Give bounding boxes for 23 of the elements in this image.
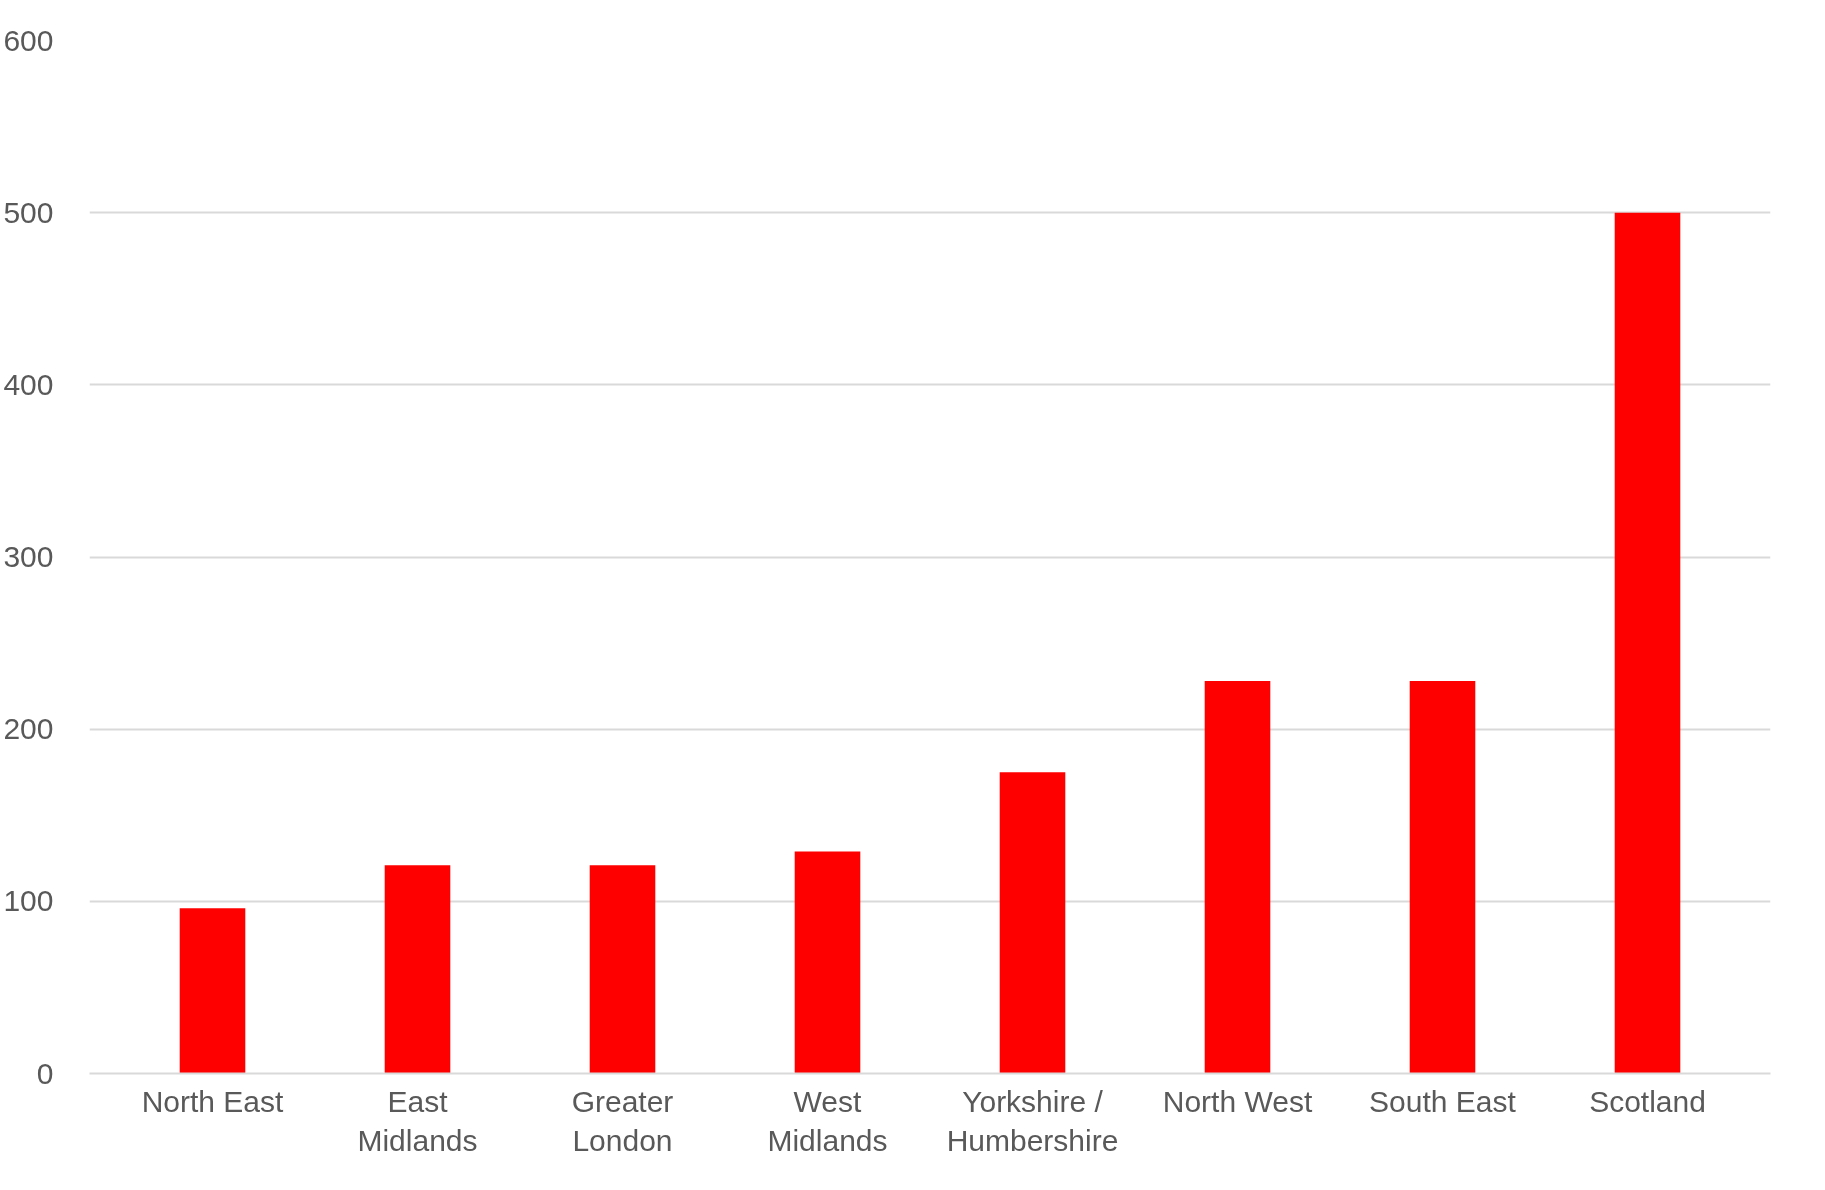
y-tick-label: 100: [3, 884, 54, 918]
x-tick-label: North East: [141, 1084, 285, 1118]
bar: [1409, 680, 1476, 1074]
y-tick-label: 300: [3, 540, 54, 573]
bar: [1614, 212, 1681, 1074]
y-tick-label: 200: [3, 712, 54, 746]
y-tick-label: 600: [3, 23, 54, 57]
x-tick-label: Yorkshire / Humbershire: [946, 1084, 1119, 1158]
bar: [794, 851, 861, 1074]
bar: [179, 908, 246, 1074]
x-tick-label: North West: [1162, 1084, 1313, 1118]
bar: [1204, 680, 1271, 1074]
y-tick-label: 500: [3, 195, 54, 229]
y-tick-label: 400: [3, 367, 54, 401]
x-tick-label: East Midlands: [357, 1084, 478, 1158]
x-tick-label: West Midlands: [767, 1084, 888, 1158]
bar: [999, 772, 1066, 1074]
x-tick-label: South East: [1369, 1084, 1517, 1118]
bar: [384, 865, 451, 1074]
x-tick-label: Greater London: [571, 1084, 674, 1158]
x-tick-label: Scotland: [1589, 1084, 1706, 1118]
y-tick-label: 0: [36, 1056, 54, 1090]
bar: [589, 865, 656, 1074]
